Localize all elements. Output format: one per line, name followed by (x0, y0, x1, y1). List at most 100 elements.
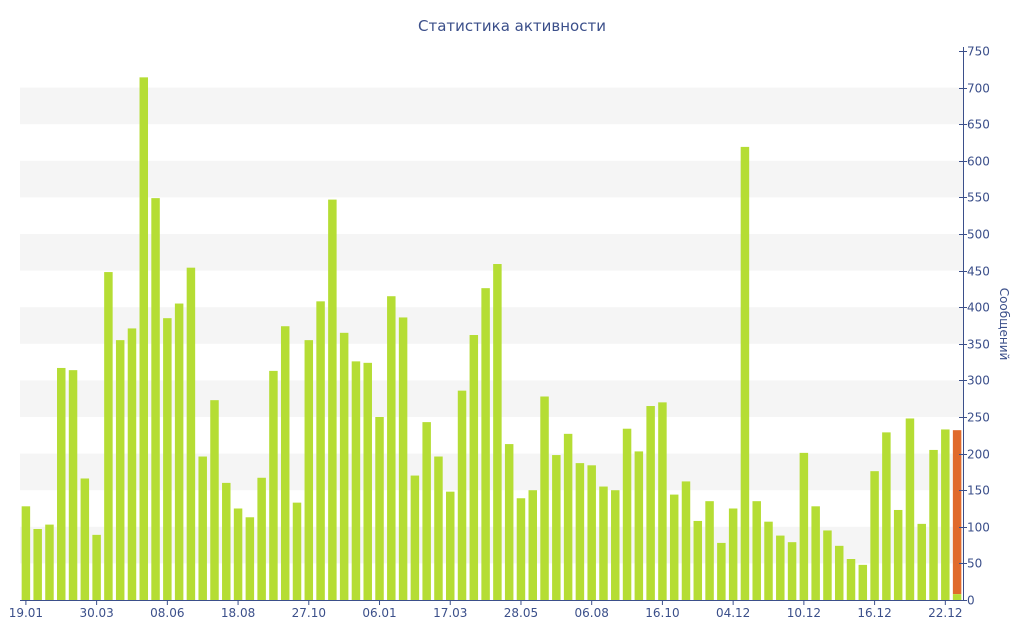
y-tick-label: 650 (967, 118, 990, 132)
grid-band (20, 453, 963, 491)
x-tick-label: 06.08 (575, 606, 609, 620)
grid-band (20, 87, 963, 125)
bar (563, 433, 573, 600)
bar (611, 490, 620, 600)
y-tick-label: 250 (967, 411, 990, 425)
bar (174, 303, 184, 600)
chart-title: Статистика активности (418, 17, 606, 35)
x-tick-label: 04.12 (716, 606, 750, 620)
x-tick-label: 17.03 (433, 606, 467, 620)
bar (139, 77, 149, 601)
x-tick-label: 22.12 (928, 606, 962, 620)
x-tick-label: 18.08 (221, 606, 255, 620)
bar (57, 367, 66, 600)
bar (446, 491, 455, 600)
y-tick-label: 0 (967, 594, 975, 608)
y-tick-label: 700 (967, 82, 990, 96)
bar (104, 272, 113, 600)
bar (92, 534, 101, 600)
bar (33, 528, 42, 600)
grid-band (20, 526, 963, 564)
bar (198, 456, 207, 600)
bar (80, 478, 90, 600)
grid-band (20, 234, 963, 271)
bar (834, 545, 844, 600)
bar (280, 326, 290, 600)
bar (587, 465, 596, 600)
bar (528, 490, 537, 600)
x-tick-label: 19.01 (9, 606, 43, 620)
bar (516, 498, 526, 600)
bar (351, 361, 361, 600)
bar (870, 471, 879, 600)
grid-bands (20, 87, 963, 564)
y-tick-label: 550 (967, 191, 990, 205)
bar (799, 452, 809, 600)
bar (823, 530, 832, 600)
y-tick-label: 50 (967, 557, 982, 571)
bar (375, 417, 384, 600)
bar (493, 264, 502, 600)
bar (339, 332, 349, 600)
bar (717, 542, 726, 600)
bar-current (952, 430, 962, 595)
bar (882, 432, 891, 600)
y-tick-label: 200 (967, 448, 990, 462)
y-tick-label: 750 (967, 45, 990, 59)
bar (669, 494, 679, 600)
bar (245, 517, 255, 600)
bar (328, 199, 337, 600)
bar (658, 402, 667, 600)
grid-band (20, 307, 963, 344)
bar (811, 506, 820, 600)
bar (646, 406, 655, 600)
bar (233, 508, 243, 600)
x-tick-label: 27.10 (292, 606, 326, 620)
bar (222, 482, 231, 600)
bar (787, 542, 797, 600)
x-tick-label: 16.10 (645, 606, 679, 620)
bar (45, 524, 54, 600)
bar (21, 506, 31, 600)
x-tick-label: 10.12 (787, 606, 821, 620)
y-tick-label: 300 (967, 374, 990, 388)
bar (481, 288, 490, 600)
bar (304, 340, 314, 600)
bar (693, 520, 703, 600)
y-tick-label: 450 (967, 265, 990, 279)
bar (552, 455, 561, 600)
y-tick-label: 150 (967, 484, 990, 498)
bars-group (21, 77, 962, 601)
bar (846, 559, 856, 600)
bar (363, 362, 372, 600)
bar (316, 301, 325, 600)
y-tick-label: 350 (967, 338, 990, 352)
grid-band (20, 160, 963, 198)
bar (292, 502, 302, 600)
bar (434, 456, 443, 600)
bar (941, 429, 950, 600)
bar (387, 296, 396, 600)
x-tick-label: 30.03 (79, 606, 113, 620)
x-tick-label: 08.06 (150, 606, 184, 620)
bar (504, 444, 514, 600)
bar (905, 418, 915, 600)
bar (210, 400, 219, 600)
grid-band (20, 380, 963, 417)
bar (599, 486, 608, 600)
bar (776, 535, 785, 600)
bar (929, 449, 938, 600)
bar (705, 501, 714, 600)
bar (622, 428, 632, 600)
x-tick-label: 16.12 (857, 606, 891, 620)
bar (575, 463, 585, 600)
bar (858, 564, 868, 600)
bar (469, 335, 479, 600)
bar (540, 396, 549, 600)
bar (681, 481, 691, 600)
bar (115, 340, 125, 600)
bar (269, 370, 278, 600)
bar (398, 317, 408, 600)
bar (186, 267, 196, 600)
